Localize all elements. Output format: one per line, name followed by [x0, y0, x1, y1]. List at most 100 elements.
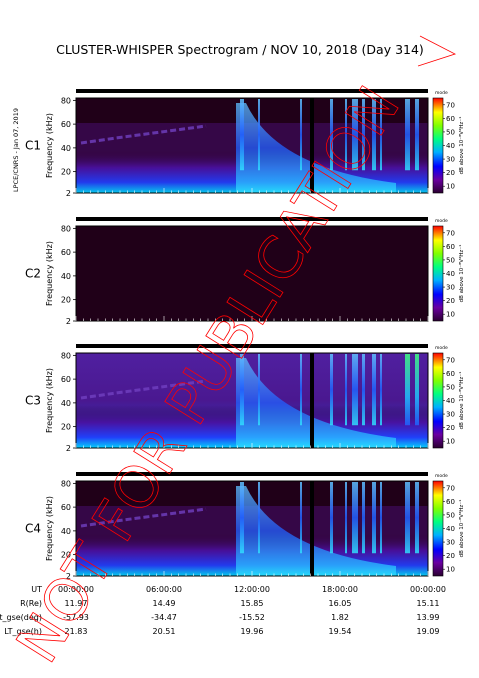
- watermark-stroke: [417, 35, 457, 67]
- colorbar: [432, 225, 444, 322]
- ephemeris-value: 15.85: [241, 599, 264, 608]
- side-label: LPCE/CNRS - Jan 07, 2019: [12, 108, 20, 192]
- colorbar-tick-label: 10: [446, 566, 455, 574]
- y-tick-label: 20: [61, 168, 71, 177]
- colorbar-tick-label: 20: [446, 297, 455, 305]
- colorbar-tick-label: 60: [446, 370, 455, 378]
- y-tick-label: 60: [61, 503, 71, 512]
- emission-burst: [240, 99, 244, 171]
- colorbar-tick-label: 60: [446, 243, 455, 251]
- ephemeris-row-label: UT: [31, 585, 42, 594]
- emission-burst: [362, 482, 365, 554]
- y-tick-label: 2: [66, 444, 71, 453]
- y-tick-label: 20: [61, 551, 71, 560]
- emission-burst: [405, 99, 410, 171]
- panel-c4: 2 20 40 60 80 Frequency (kHz) C4 mode 10 20 30 40 50…: [25, 472, 465, 581]
- ephemeris-value: -57.93: [63, 613, 89, 622]
- wave-track: [80, 507, 207, 528]
- y-tick-label: 40: [61, 272, 71, 281]
- ephemeris-value: 14.49: [153, 599, 176, 608]
- panel-label: C2: [25, 267, 41, 281]
- ephemeris-row-label: LT_gse(h): [4, 627, 42, 636]
- y-axis-label: Frequency (kHz): [45, 496, 54, 561]
- colorbar-mode-label: mode: [435, 90, 448, 96]
- y-tick-label: 80: [61, 479, 71, 488]
- colorbar-tick-label: 60: [446, 498, 455, 506]
- y-axis-label: Frequency (kHz): [45, 368, 54, 433]
- emission-burst: [362, 99, 365, 171]
- colorbar-tick-label: 10: [446, 183, 455, 191]
- colorbar-tick-label: 50: [446, 383, 455, 391]
- figure-title: CLUSTER-WHISPER Spectrogram / NOV 10, 20…: [56, 42, 424, 57]
- panel-label: C3: [25, 394, 41, 408]
- emission-burst: [415, 354, 419, 426]
- colorbar-tick-label: 40: [446, 525, 455, 533]
- data-gap: [310, 98, 314, 193]
- ephemeris-value: -15.52: [239, 613, 265, 622]
- colorbar-label: dB above 10⁻⁸V²Hz⁻¹: [458, 372, 465, 430]
- plot-area: [76, 226, 428, 321]
- ephemeris-value: 1.82: [331, 613, 349, 622]
- ephemeris-value: 12:00:00: [234, 585, 270, 594]
- emission-burst: [372, 482, 376, 554]
- colorbar-tick-label: 30: [446, 156, 455, 164]
- panel-c1: 2 20 40 60 80 Frequency (kHz) C1 mode 10 20 30 40 50…: [25, 89, 465, 198]
- y-tick-label: 2: [66, 317, 71, 326]
- emission-burst: [258, 99, 260, 171]
- emission-burst: [405, 482, 410, 554]
- decaying-emission: [236, 358, 396, 448]
- y-tick-label: 80: [61, 351, 71, 360]
- colorbar-mode-label: mode: [435, 218, 448, 224]
- ephemeris-table: UT 00:00:00 06:00:00 12:00:00 18:00:00 00:00:…: [0, 585, 446, 636]
- data-gap: [310, 481, 314, 576]
- y-tick-label: 40: [61, 144, 71, 153]
- colorbar: [432, 352, 444, 449]
- colorbar-tick-label: 10: [446, 311, 455, 319]
- emission-burst: [415, 99, 419, 171]
- y-tick-label: 20: [61, 296, 71, 305]
- emission-burst: [372, 99, 376, 171]
- colorbar-tick-label: 20: [446, 424, 455, 432]
- emission-burst: [345, 99, 347, 171]
- emission-burst: [345, 482, 347, 554]
- ephemeris-value: 13.99: [417, 613, 440, 622]
- ephemeris-value: 18:00:00: [322, 585, 358, 594]
- colorbar-tick-label: 30: [446, 539, 455, 547]
- panel-top-bar: [76, 89, 428, 93]
- colorbar-tick-label: 70: [446, 229, 455, 237]
- decaying-emission: [236, 486, 396, 576]
- y-tick-label: 40: [61, 399, 71, 408]
- colorbar-tick-label: 40: [446, 397, 455, 405]
- emission-burst: [258, 482, 260, 554]
- colorbar-tick-label: 50: [446, 511, 455, 519]
- ephemeris-value: -34.47: [151, 613, 177, 622]
- panel-c3: 2 20 40 60 80 Frequency (kHz) C3 mode 10 20 30 40 50…: [25, 344, 465, 453]
- y-tick-label: 80: [61, 224, 71, 233]
- colorbar-tick-label: 10: [446, 438, 455, 446]
- ephemeris-value: 11.97: [65, 599, 88, 608]
- decaying-emission: [236, 103, 396, 193]
- emission-burst: [352, 354, 358, 426]
- ephemeris-row-label: R(Re): [20, 599, 42, 608]
- colorbar-tick-label: 50: [446, 256, 455, 264]
- emission-burst: [380, 99, 382, 171]
- y-axis-label: Frequency (kHz): [45, 113, 54, 178]
- colorbar-label: dB above 10⁻⁸V²Hz⁻¹: [458, 117, 465, 175]
- emission-burst: [258, 354, 260, 426]
- wave-track: [80, 379, 207, 400]
- panel-label: C1: [25, 139, 41, 153]
- ephemeris-value: 06:00:00: [146, 585, 182, 594]
- ephemeris-value: 00:00:00: [58, 585, 94, 594]
- emission-burst: [352, 482, 358, 554]
- ephemeris-value: 21.83: [65, 627, 88, 636]
- emission-burst: [380, 354, 382, 426]
- emission-burst: [362, 354, 365, 426]
- colorbar-tick-label: 30: [446, 284, 455, 292]
- ephemeris-value: 15.11: [417, 599, 440, 608]
- colorbar-tick-label: 20: [446, 552, 455, 560]
- ephemeris-value: 19.09: [417, 627, 440, 636]
- colorbar-tick-label: 40: [446, 270, 455, 278]
- emission-burst: [240, 482, 244, 554]
- ephemeris-value: 00:00:00: [410, 585, 446, 594]
